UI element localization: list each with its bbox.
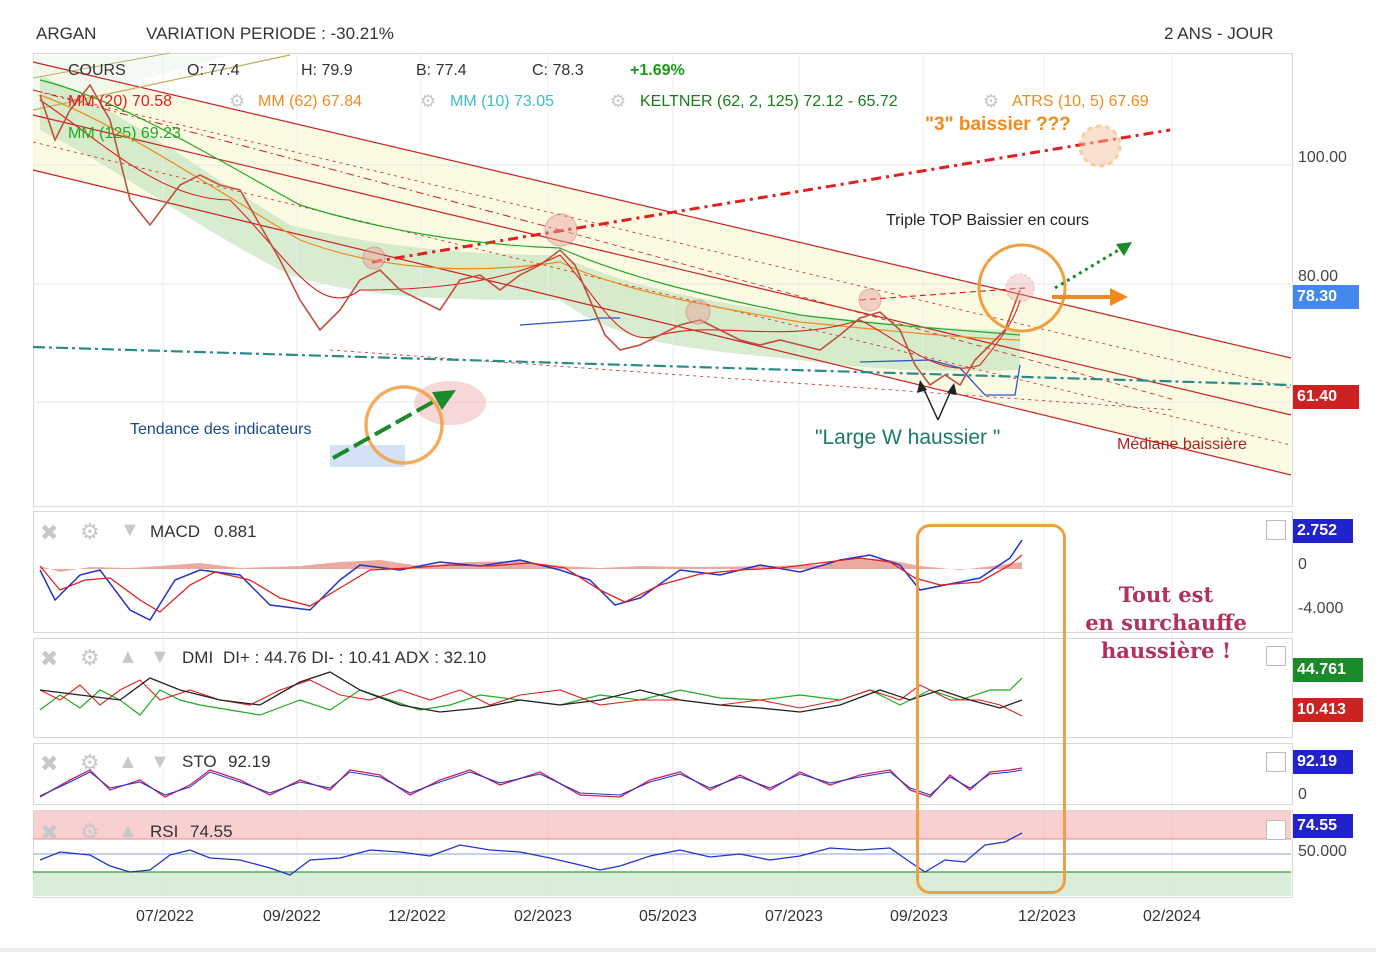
channel-median	[32, 114, 1292, 416]
keltner-label: KELTNER (62, 2, 125) 72.12 - 65.72	[640, 93, 898, 110]
dmi-plus-badge: 44.761	[1293, 658, 1363, 682]
sto-gear-icon[interactable]: ⚙	[80, 750, 100, 775]
overheat-highlight-box	[916, 524, 1066, 894]
bottom-divider	[0, 948, 1376, 952]
macd-badge: 2.752	[1293, 519, 1353, 543]
x-tick: 02/2024	[1143, 908, 1201, 925]
macd-value: 0.881	[214, 522, 257, 541]
rsi-badge: 74.55	[1293, 814, 1353, 838]
rsi-close-icon[interactable]: ✖	[40, 820, 59, 845]
sto-checkbox[interactable]	[1266, 752, 1286, 772]
mm125-label: MM (125) 69.23	[68, 125, 181, 142]
x-tick: 05/2023	[639, 908, 697, 925]
dmi-gear-icon[interactable]: ⚙	[80, 645, 100, 670]
rising-dashdot	[371, 128, 1171, 264]
rsi-tick-50: 50.000	[1298, 843, 1347, 860]
x-tick: 12/2022	[388, 908, 446, 925]
surchauffe-line-3: haussière !	[1100, 638, 1232, 663]
mm20-label: MM (20) 70.58	[68, 93, 173, 110]
open-value: O: 77.4	[187, 62, 240, 79]
sto-tick-0: 0	[1298, 786, 1307, 803]
macd-name: MACD	[150, 522, 201, 541]
price-tick-80: 80.00	[1298, 268, 1339, 285]
x-tick: 09/2023	[890, 908, 948, 925]
x-tick: 07/2023	[765, 908, 823, 925]
rsi-name: RSI	[150, 822, 179, 841]
dmi-value: DI+ : 44.76 DI- : 10.41 ADX : 32.10	[223, 648, 487, 667]
triple-top-note: Triple TOP Baissier en cours	[886, 212, 1090, 229]
sto-value: 92.19	[228, 752, 271, 771]
rsi-move-up-icon[interactable]: ▲	[118, 820, 138, 842]
mm10-gear-icon[interactable]: ⚙	[420, 91, 437, 111]
sto-badge: 92.19	[1293, 750, 1353, 774]
channel-bottom	[32, 169, 1292, 476]
sto-name: STO	[182, 752, 217, 771]
surchauffe-line-2: en surchauffe	[1085, 610, 1247, 635]
rsi-checkbox[interactable]	[1266, 820, 1286, 840]
x-tick: 02/2023	[514, 908, 572, 925]
large-w-note: "Large W haussier "	[815, 426, 1001, 449]
high-value: H: 79.9	[301, 62, 353, 79]
x-tick: 09/2022	[263, 908, 321, 925]
atrs-label: ATRS (10, 5) 67.69	[1012, 93, 1149, 110]
dmi-close-icon[interactable]: ✖	[40, 646, 59, 671]
dmi-minus-badge: 10.413	[1293, 698, 1363, 722]
channel-top	[32, 61, 1292, 359]
macd-tick-0: 0	[1298, 556, 1307, 573]
sto-panel	[33, 743, 1293, 805]
close-value: C: 78.3	[532, 62, 584, 79]
trois-baissier-note: "3" baissier ???	[925, 114, 1071, 135]
macd-checkbox[interactable]	[1266, 520, 1286, 540]
top-highlight-circle	[977, 243, 1067, 333]
tendance-note: Tendance des indicateurs	[130, 421, 312, 438]
mm10-label: MM (10) 73.05	[450, 93, 555, 110]
period-selector[interactable]: 2 ANS - JOUR	[1164, 24, 1274, 43]
macd-panel	[33, 511, 1293, 633]
keltner-gear-icon[interactable]: ⚙	[610, 91, 627, 111]
cours-label: COURS	[68, 62, 126, 79]
mm62-gear-icon[interactable]: ⚙	[229, 91, 246, 111]
variation-label: VARIATION PERIODE : -30.21%	[146, 24, 394, 43]
change-value: +1.69%	[630, 62, 685, 79]
price-line	[39, 83, 1021, 387]
price-panel	[33, 53, 1293, 507]
symbol-title: ARGAN	[36, 24, 97, 43]
x-tick: 12/2023	[1018, 908, 1076, 925]
sto-move-up-icon[interactable]: ▲	[118, 751, 138, 773]
mediane-note: Médiane baissière	[1117, 436, 1247, 453]
macd-gear-icon[interactable]: ⚙	[80, 519, 100, 544]
sto-move-down-icon[interactable]: ▼	[150, 751, 170, 773]
level-red-badge: 61.40	[1293, 385, 1359, 409]
dmi-move-up-icon[interactable]: ▲	[118, 646, 138, 668]
dmi-move-down-icon[interactable]: ▼	[150, 646, 170, 668]
dmi-name: DMI	[182, 648, 214, 667]
teal-support	[32, 345, 1292, 387]
surchauffe-line-1: Tout est	[1118, 582, 1214, 607]
last-price-badge: 78.30	[1293, 285, 1359, 309]
macd-close-icon[interactable]: ✖	[40, 520, 59, 545]
low-value: B: 77.4	[416, 62, 467, 79]
mm62-label: MM (62) 67.84	[258, 93, 363, 110]
price-tick-100: 100.00	[1298, 149, 1347, 166]
macd-move-down-icon[interactable]: ▼	[120, 519, 140, 541]
keltner-fill	[40, 75, 1020, 371]
atrs-gear-icon[interactable]: ⚙	[983, 91, 1000, 111]
x-tick: 07/2022	[136, 908, 194, 925]
sto-close-icon[interactable]: ✖	[40, 751, 59, 776]
macd-tick-neg: -4.000	[1298, 600, 1344, 617]
dmi-checkbox[interactable]	[1266, 646, 1286, 666]
rsi-gear-icon[interactable]: ⚙	[80, 819, 100, 844]
dmi-panel	[33, 638, 1293, 738]
rsi-value: 74.55	[190, 822, 233, 841]
